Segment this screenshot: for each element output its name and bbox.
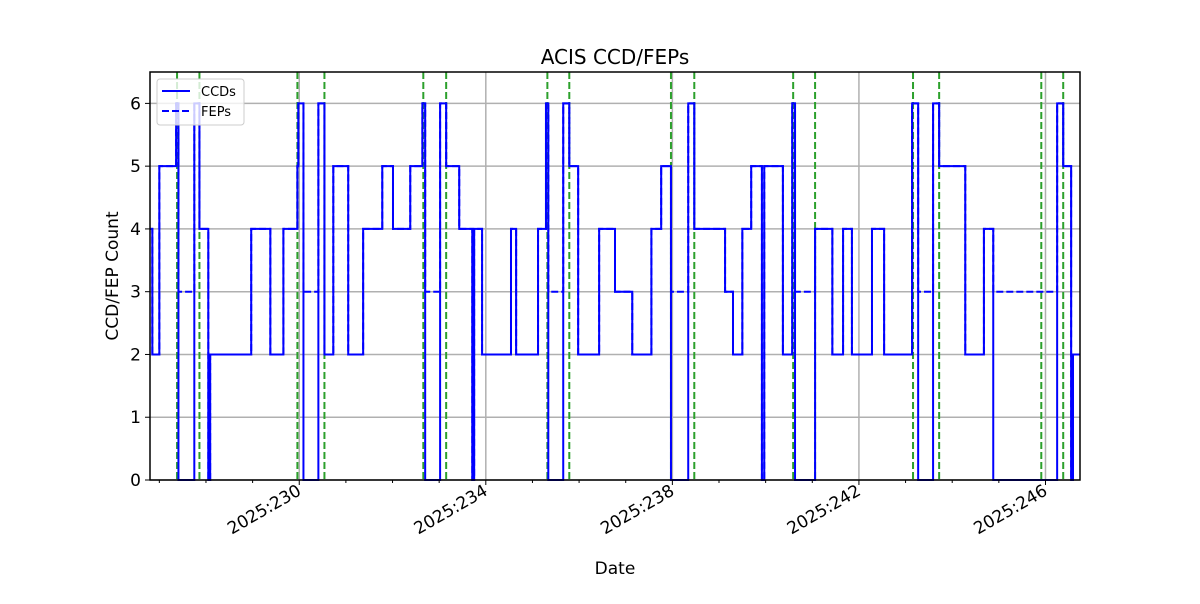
y-tick-label: 0 <box>130 471 141 491</box>
chart-title: ACIS CCD/FEPs <box>541 45 690 69</box>
series-group <box>150 102 1080 481</box>
plot-frame <box>149 71 1081 481</box>
legend: CCDs FEPs <box>156 78 245 126</box>
y-tick-label: 4 <box>130 220 141 240</box>
y-tick-label: 2 <box>130 345 141 365</box>
y-tick-label: 1 <box>130 408 141 428</box>
y-tick-label: 6 <box>130 94 141 114</box>
y-axis-label: CCD/FEP Count <box>103 211 123 341</box>
ccds-line <box>150 102 1080 481</box>
legend-fep-label: FEPs <box>201 105 231 120</box>
y-tick-label: 3 <box>130 283 141 303</box>
x-axis-label: Date <box>595 559 636 579</box>
legend-ccd-label: CCDs <box>201 85 236 100</box>
y-tick-label: 5 <box>130 157 141 177</box>
